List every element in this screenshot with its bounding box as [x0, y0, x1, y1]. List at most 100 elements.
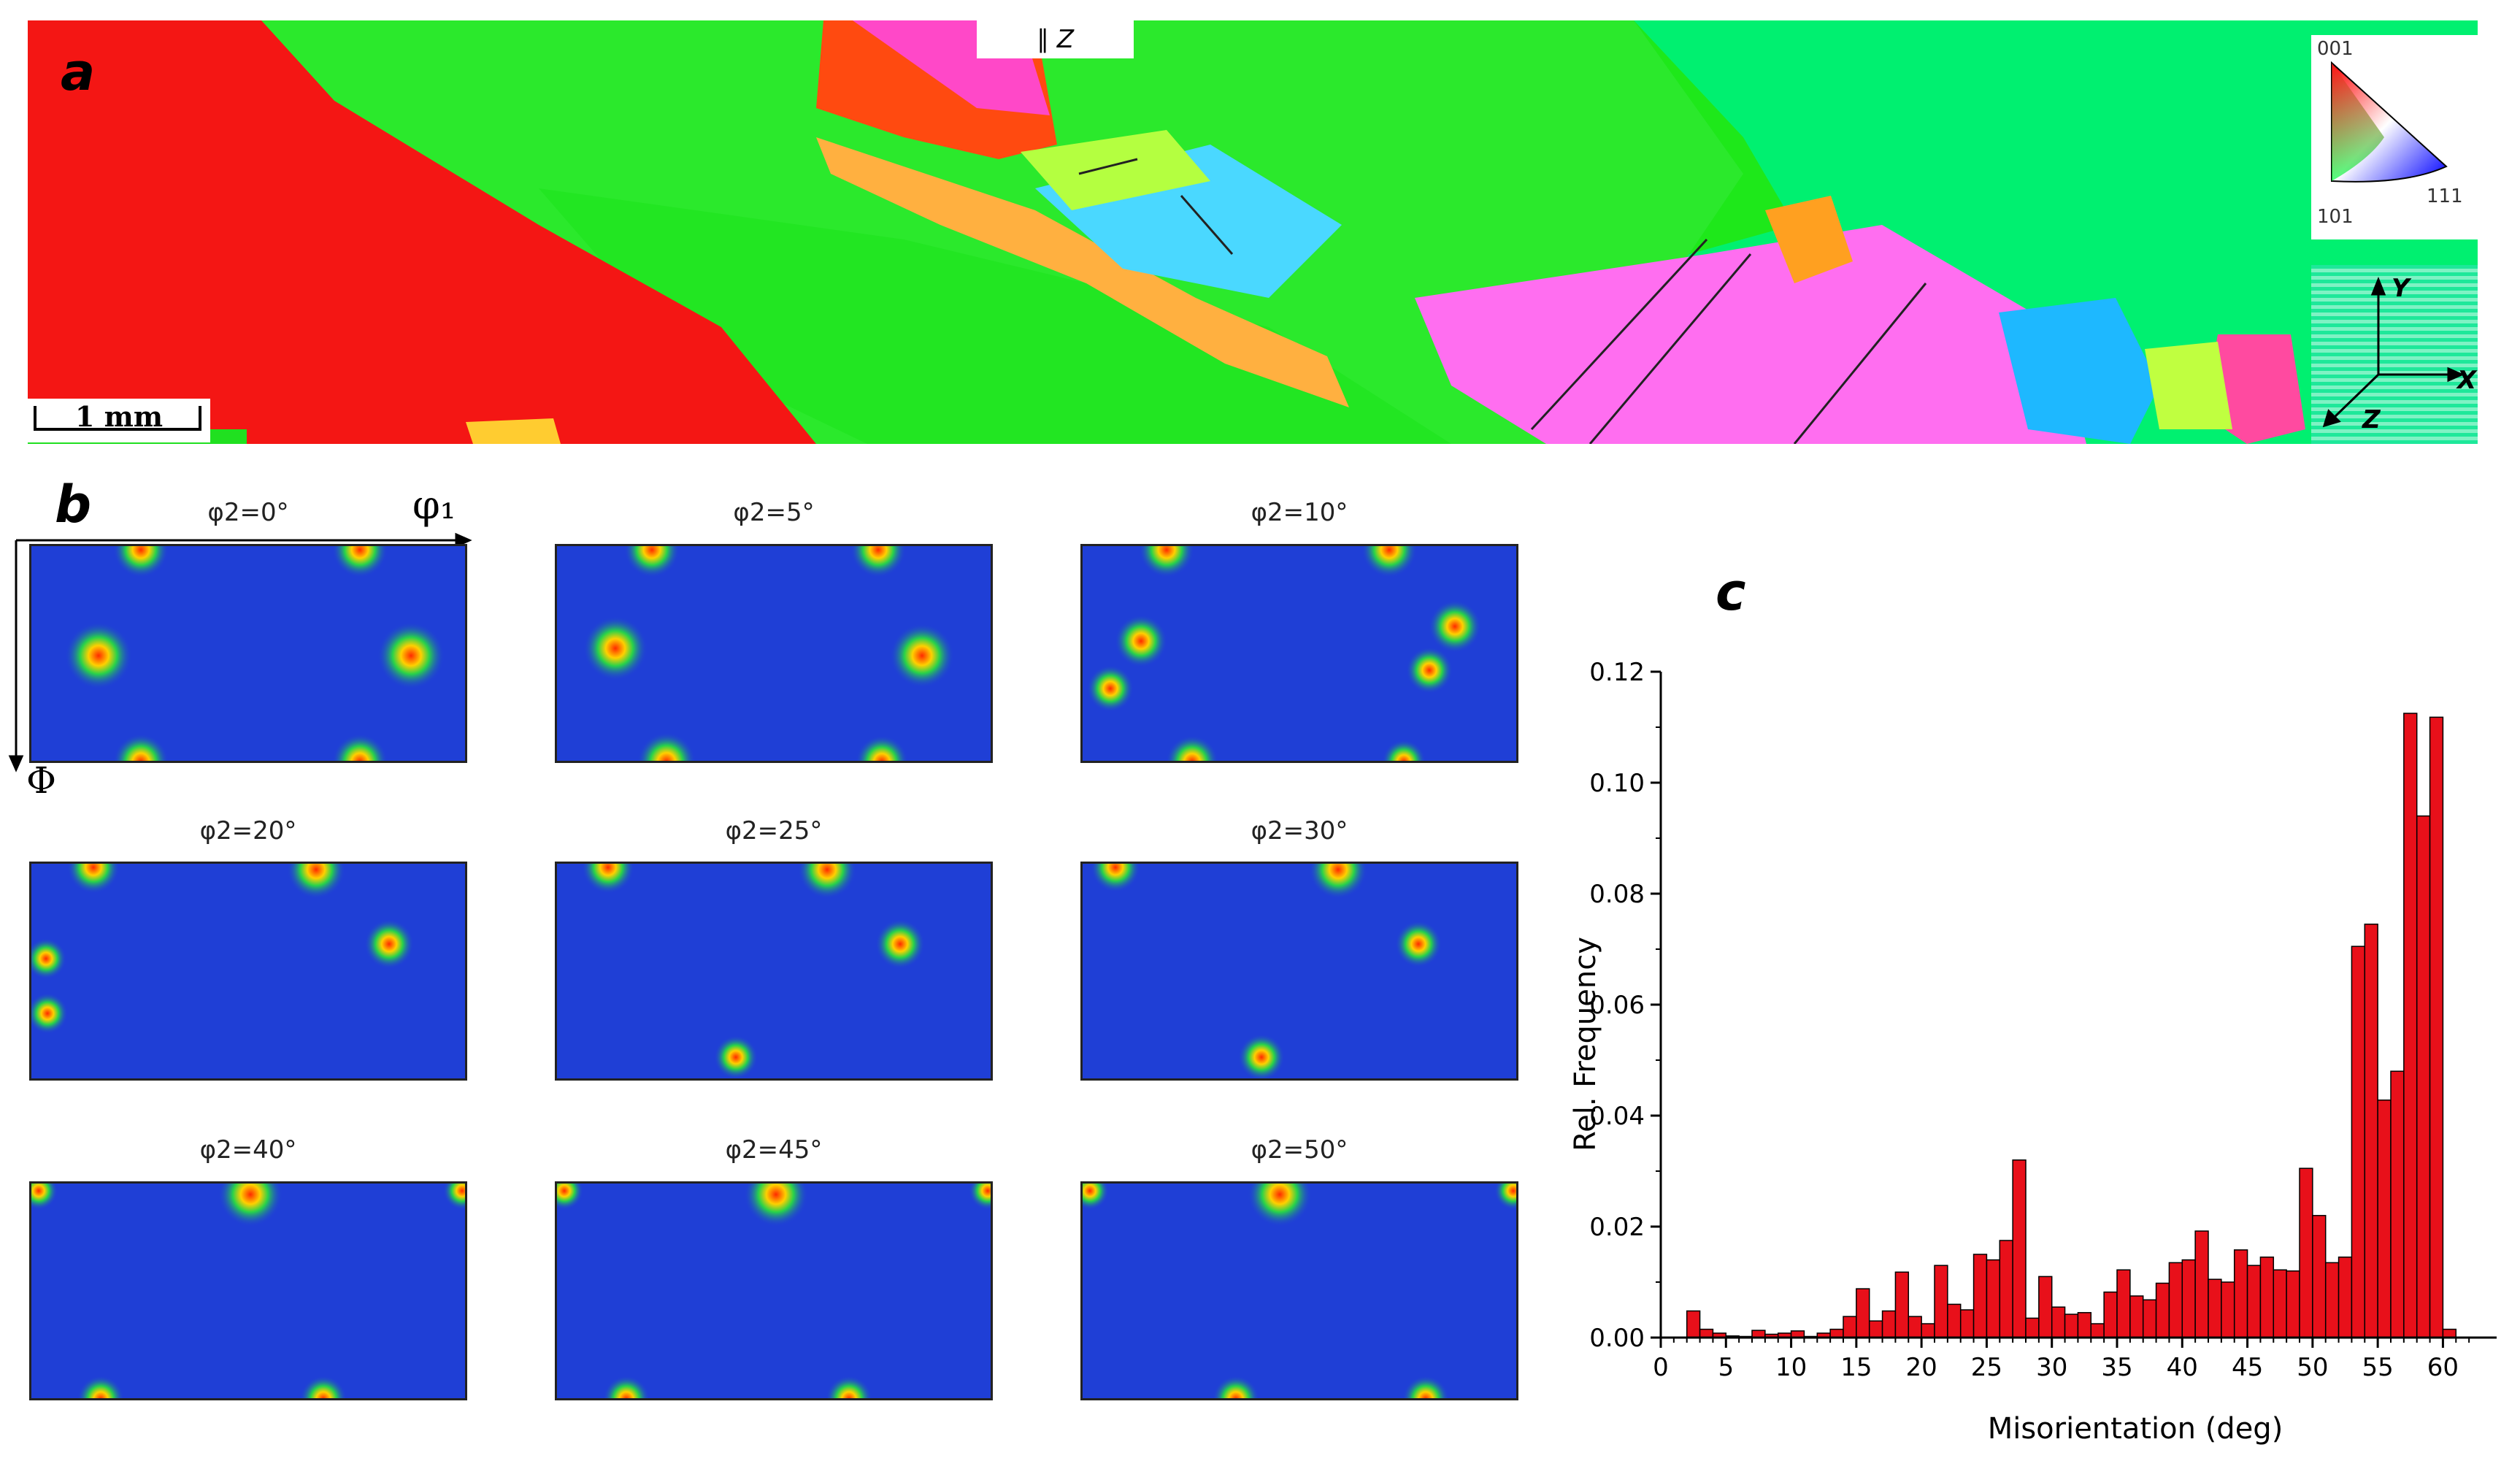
misorientation-histogram: 0 5 10 15 20 25 30 35 40 45 50 55 60 0.00 0.02 0.04 0.06…	[1569, 658, 2497, 1446]
odf-section-7-plot	[31, 1184, 465, 1398]
ipf-triangle	[2331, 61, 2448, 183]
chart-xlabel: Misorientation (deg)	[1988, 1412, 2283, 1446]
odf-title-3: φ2=10°	[1251, 498, 1348, 527]
panel-letter-a: a	[61, 42, 96, 102]
odf-section-5	[555, 862, 993, 1081]
x-tick-label: 30	[2036, 1353, 2067, 1382]
histogram-bar	[1986, 1259, 2001, 1338]
histogram-bar	[2012, 1159, 2027, 1338]
odf-section-1	[29, 544, 467, 763]
histogram-bar	[1908, 1316, 1922, 1338]
odf-title-4: φ2=20°	[199, 816, 297, 845]
y-tick-label: 0.08	[1589, 880, 1645, 909]
x-tick-label: 20	[1906, 1353, 1937, 1382]
histogram-bar	[1829, 1328, 1844, 1338]
odf-section-8-plot	[557, 1184, 991, 1398]
histogram-bar	[1686, 1310, 1701, 1338]
histogram-bar	[2324, 1262, 2340, 1338]
odf-section-4	[29, 862, 467, 1081]
histogram-bar	[2364, 924, 2378, 1338]
odf-section-2	[555, 544, 993, 763]
histogram-bar	[2351, 946, 2366, 1338]
y-tick-label: 0.04	[1589, 1102, 1645, 1131]
scale-bar: 1 mm	[28, 399, 210, 442]
axis-legend: Y X Z	[2311, 265, 2478, 444]
odf-title-5: φ2=25°	[725, 816, 823, 845]
histogram-bar	[1972, 1254, 1988, 1338]
y-tick-label: 0.02	[1589, 1213, 1645, 1242]
histogram-bar	[1699, 1328, 1714, 1338]
histogram-bar	[2273, 1269, 2287, 1338]
odf-title-7: φ2=40°	[199, 1135, 297, 1165]
ipf-label-111: 111	[2427, 185, 2463, 207]
panel-letter-c: c	[1716, 562, 1746, 622]
odf-section-6	[1080, 862, 1518, 1081]
histogram-bar	[2051, 1306, 2066, 1338]
odf-section-9-plot	[1083, 1184, 1516, 1398]
histogram-bar	[2221, 1281, 2235, 1338]
axis-label-z: Z	[2362, 405, 2381, 434]
histogram-bar	[2025, 1317, 2040, 1338]
odf-section-3-plot	[1087, 546, 1481, 761]
odf-section-5-plot	[582, 864, 925, 1078]
x-tick-label: 40	[2167, 1353, 2198, 1382]
scale-bar-tick-left	[34, 406, 37, 431]
odf-section-2-plot	[583, 546, 954, 761]
histogram-bar	[2286, 1270, 2300, 1338]
panel-letter-b: b	[55, 475, 92, 534]
x-tick-label: 0	[1653, 1353, 1669, 1382]
scale-bar-line	[34, 428, 201, 431]
histogram-bar	[1934, 1265, 1948, 1338]
histogram-bar	[2416, 815, 2431, 1338]
histogram-bar	[1999, 1240, 2013, 1338]
odf-title-1: φ2=0°	[207, 498, 289, 527]
axis-arrows	[2322, 276, 2465, 428]
odf-section-4-plot	[31, 864, 414, 1034]
scale-bar-label: 1 mm	[74, 400, 164, 433]
direction-label: ∥ Z	[977, 20, 1134, 58]
odf-title-6: φ2=30°	[1251, 816, 1348, 845]
histogram-bar	[2168, 1262, 2183, 1338]
odf-title-2: φ2=5°	[733, 498, 815, 527]
histogram-bar	[2181, 1259, 2196, 1338]
odf-title-8: φ2=45°	[725, 1135, 823, 1165]
histogram-bar	[2064, 1313, 2079, 1338]
panel-b: b φ₁ Φ φ2=0°	[0, 467, 1533, 1416]
x-tick-label: 5	[1718, 1353, 1734, 1382]
odf-axes	[8, 532, 472, 772]
histogram-bar	[1921, 1323, 1935, 1338]
x-tick-label: 15	[1840, 1353, 1872, 1382]
y-tick-label: 0.00	[1589, 1324, 1645, 1353]
histogram-bar	[1959, 1309, 1975, 1338]
axis-Phi-label: Φ	[26, 759, 56, 802]
histogram-bar	[2390, 1070, 2405, 1338]
histogram-bar	[1868, 1320, 1883, 1338]
histogram-bar	[1947, 1303, 1962, 1338]
odf-title-9: φ2=50°	[1251, 1135, 1348, 1165]
histogram-bar	[2103, 1291, 2118, 1338]
panel-a: a ∥ Z 1 mm 001 101	[28, 20, 2478, 444]
histogram-bar	[2038, 1276, 2053, 1338]
odf-section-6-plot	[1091, 864, 1442, 1078]
odf-section-1-plot	[65, 546, 445, 761]
histogram-bar	[2208, 1278, 2222, 1338]
histogram-bar	[2077, 1312, 2092, 1338]
y-tick-label: 0.12	[1589, 658, 1645, 687]
ipf-label-001: 001	[2317, 38, 2354, 60]
scale-bar-tick-right	[199, 406, 201, 431]
twin-boundaries	[1078, 158, 1927, 444]
axis-label-y: Y	[2392, 274, 2410, 303]
histogram-bar	[2129, 1295, 2144, 1338]
odf-section-3	[1080, 544, 1518, 763]
axis-label-x: X	[2457, 366, 2477, 395]
histogram-bar	[2116, 1269, 2131, 1338]
axis-phi1-label: φ₁	[412, 482, 456, 528]
histogram-bar	[1843, 1316, 1857, 1338]
ipf-label-101: 101	[2317, 206, 2354, 228]
y-tick-label: 0.06	[1589, 991, 1645, 1020]
odf-section-8	[555, 1181, 993, 1400]
x-tick-label: 10	[1775, 1353, 1807, 1382]
histogram-bar	[1894, 1271, 1910, 1338]
histogram-bar	[2259, 1257, 2275, 1338]
x-tick-label: 50	[2297, 1353, 2328, 1382]
